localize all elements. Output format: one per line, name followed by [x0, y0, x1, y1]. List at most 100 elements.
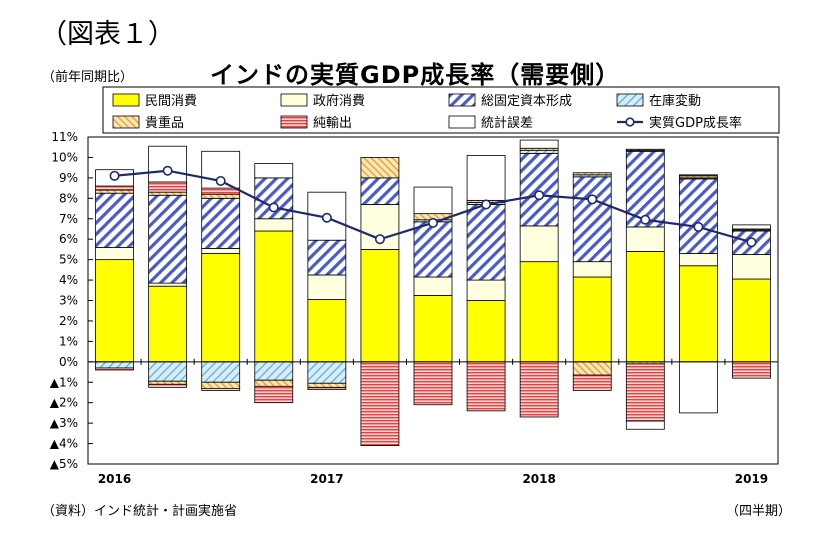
- bar-val: [148, 380, 188, 385]
- gdp-point: [427, 217, 438, 228]
- bar-err: [413, 186, 453, 215]
- bar-gfcf: [413, 221, 453, 278]
- bar-inv: [95, 361, 134, 369]
- gdp-point: [109, 170, 120, 181]
- bar-pc: [572, 276, 612, 363]
- y-tick-label: 1%: [59, 334, 78, 348]
- legend-label: 在庫変動: [649, 93, 701, 109]
- legend-swatch-nx: [280, 115, 308, 129]
- bar-nx: [625, 363, 665, 422]
- bar-inv: [254, 361, 294, 381]
- bar-nx: [95, 185, 134, 191]
- bar-err: [732, 224, 771, 230]
- bar-gc: [95, 246, 134, 261]
- x-year-label: 2016: [98, 472, 131, 486]
- bar-err: [254, 163, 294, 179]
- unit-label: （前年同期比）: [42, 70, 134, 85]
- bar-nx: [732, 361, 771, 379]
- bar-val: [307, 382, 347, 388]
- bar-err: [466, 154, 506, 201]
- bar-nx: [519, 361, 559, 418]
- bar-gc: [625, 226, 665, 252]
- gdp-point: [587, 194, 598, 205]
- legend-label: 貴重品: [145, 115, 184, 131]
- bar-nx: [572, 374, 612, 391]
- legend-box: [102, 86, 780, 134]
- bar-nx: [466, 361, 506, 412]
- bar-gfcf: [572, 176, 612, 263]
- bar-err: [148, 145, 188, 183]
- y-tick-label: ▲4%: [50, 437, 78, 451]
- y-tick-label: 0%: [59, 355, 78, 369]
- bar-pc: [413, 294, 453, 363]
- gdp-point: [693, 221, 704, 232]
- gdp-point: [268, 202, 279, 213]
- bar-pc: [732, 278, 771, 363]
- source-label: （資料）インド統計・計画実施省: [42, 504, 238, 519]
- y-tick-label: ▲2%: [50, 396, 78, 410]
- gdp-point: [162, 165, 173, 176]
- gdp-point: [640, 214, 651, 225]
- legend-label: 統計誤差: [481, 115, 533, 131]
- legend-label: 純輸出: [313, 116, 352, 131]
- bar-pc: [519, 261, 559, 363]
- gdp-point: [746, 237, 757, 248]
- bar-err: [625, 420, 665, 430]
- bar-nx: [95, 367, 134, 371]
- x-year-label: 2018: [522, 472, 555, 486]
- bar-nx: [201, 187, 241, 195]
- bar-nx: [254, 385, 294, 404]
- bar-gc: [466, 279, 506, 301]
- bar-gc: [201, 247, 241, 254]
- bar-inv: [148, 361, 188, 382]
- y-tick-label: 8%: [59, 191, 78, 205]
- x-year-label: 2017: [310, 472, 343, 486]
- bar-val: [625, 148, 665, 151]
- legend-label: 政府消費: [313, 94, 365, 109]
- y-tick-label: ▲3%: [50, 416, 78, 430]
- bar-gc: [572, 261, 612, 278]
- bar-gfcf: [95, 192, 134, 248]
- bar-gc: [678, 253, 718, 267]
- legend-swatch-inv: [616, 93, 644, 107]
- bar-pc: [625, 251, 665, 363]
- bar-gfcf: [678, 178, 718, 254]
- y-tick-label: ▲5%: [50, 457, 78, 471]
- bar-err: [519, 139, 559, 149]
- bar-val: [148, 191, 188, 196]
- figure-label: （図表１）: [40, 19, 175, 50]
- gdp-point: [215, 175, 226, 186]
- bar-nx: [360, 361, 400, 447]
- y-tick-label: 7%: [59, 212, 78, 226]
- bar-nx: [413, 361, 453, 406]
- y-tick-label: 6%: [59, 232, 78, 246]
- bar-gfcf: [466, 204, 506, 281]
- bar-pc: [148, 285, 188, 363]
- bar-nx: [307, 386, 347, 390]
- bar-pc: [254, 230, 294, 363]
- gdp-point: [374, 234, 385, 245]
- chart-title: インドの実質GDP成長率（需要側）: [210, 61, 621, 89]
- legend-swatch-err: [448, 115, 476, 129]
- bar-gfcf: [254, 177, 294, 220]
- legend-label: 実質GDP成長率: [649, 115, 742, 131]
- bar-nx: [678, 174, 718, 177]
- gdp-point: [481, 199, 492, 210]
- y-tick-label: 4%: [59, 273, 78, 287]
- bar-inv: [201, 361, 241, 383]
- y-tick-label: 2%: [59, 314, 78, 328]
- y-tick-label: ▲1%: [50, 375, 78, 389]
- legend-point-icon: [625, 117, 635, 127]
- bar-gc: [519, 225, 559, 263]
- bar-gc: [732, 254, 771, 280]
- bar-pc: [360, 249, 400, 363]
- bar-nx: [148, 383, 188, 388]
- bar-gc: [148, 282, 188, 287]
- bar-inv: [519, 149, 559, 154]
- legend-swatch-gfcf: [448, 93, 476, 107]
- bar-gfcf: [307, 239, 347, 276]
- bar-val: [572, 361, 612, 376]
- gdp-point: [534, 190, 545, 201]
- bar-val: [254, 379, 294, 387]
